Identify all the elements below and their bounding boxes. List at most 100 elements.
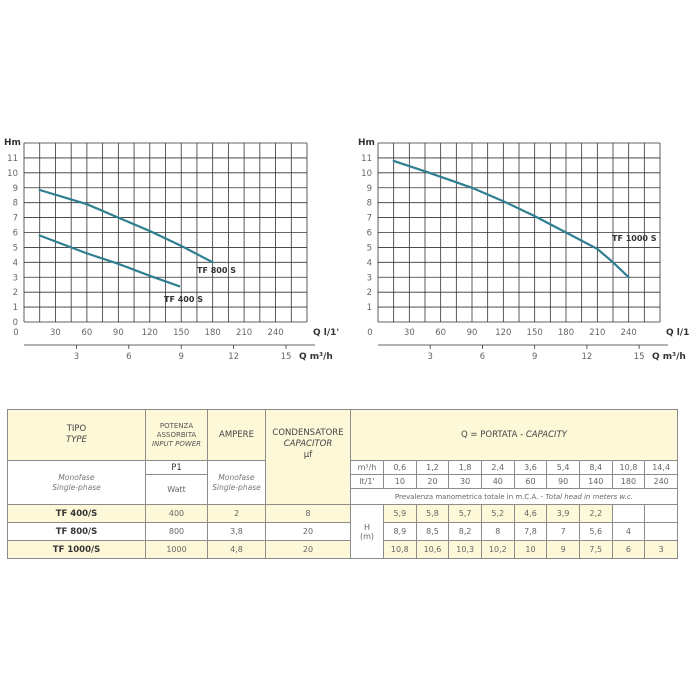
curve-tf-800-s [38, 188, 214, 264]
head-value: 2,2 [578, 504, 613, 523]
head-value: 7,8 [513, 522, 548, 541]
y-tick-label: 9 [367, 184, 372, 194]
x-axis-label: Q l/1' [313, 328, 339, 338]
x-tick-label: 60 [81, 328, 92, 338]
y-tick-label: 2 [13, 288, 18, 298]
lt-value: 40 [480, 474, 515, 489]
head-value [644, 522, 678, 541]
m3h-value: 10,8 [611, 460, 646, 475]
y-tick-label: 3 [13, 273, 18, 283]
table-row: TF 400/S 400 2 8 H (m) 5,9 5,8 5,7 5,2 4,6 3,9 2,2 [7, 504, 678, 559]
head-value: 8 [480, 522, 515, 541]
series-label: TF 1000 S [612, 234, 657, 243]
m3h-value: 0,6 [383, 460, 417, 475]
head-value: 3 [644, 540, 678, 559]
y-tick-label: 5 [13, 243, 18, 253]
x2-tick-label: 3 [428, 352, 433, 362]
h-unit: (m) [359, 531, 375, 541]
head-value: 10,2 [480, 540, 515, 559]
y-tick-label: 1 [13, 303, 18, 313]
y-tick-label: 6 [13, 229, 18, 239]
head-value: 4,6 [513, 504, 548, 523]
total-head-note: Prevalenza manometrica totale in m.C.A. … [350, 488, 678, 505]
y-tick-label: 10 [7, 169, 18, 179]
x-tick-label: 120 [142, 328, 158, 338]
y-tick-label: 4 [367, 258, 372, 268]
watt-value: 400 [145, 504, 208, 523]
x-tick-label: 0 [367, 328, 372, 338]
head-label: H (m) [350, 504, 384, 559]
y-tick-label: 11 [7, 154, 18, 164]
y-tick-label: 7 [367, 214, 372, 224]
x-tick-label: 90 [113, 328, 124, 338]
y-tick-label: 10 [361, 169, 372, 179]
x-tick-label: 180 [205, 328, 221, 338]
lt-value: 240 [644, 474, 678, 489]
lt-value: 180 [611, 474, 646, 489]
lt-value: 20 [415, 474, 450, 489]
x-tick-label: 150 [527, 328, 543, 338]
series-label: TF 400 S [164, 295, 203, 304]
ampere-value: 4,8 [207, 540, 266, 559]
head-value: 5,8 [415, 504, 450, 523]
capacitor-value: 8 [265, 504, 351, 523]
y-axis-label: Hm [358, 138, 375, 148]
watt-value: 1000 [145, 540, 208, 559]
watt-value: 800 [145, 522, 208, 541]
m3h-value: 8,4 [578, 460, 613, 475]
lt-value: 140 [578, 474, 613, 489]
lt-value: 10 [383, 474, 417, 489]
head-value: 10,8 [383, 540, 417, 559]
head-value: 5,2 [480, 504, 515, 523]
head-value: 5,9 [383, 504, 417, 523]
head-value: 3,9 [546, 504, 580, 523]
m3h-value: 1,8 [448, 460, 482, 475]
header-power: POTENZA ASSORBITA INPUT POWER [145, 409, 208, 461]
curve-tf-400-s [38, 234, 181, 288]
lt-value: 30 [448, 474, 482, 489]
head-value: 5,6 [578, 522, 613, 541]
x2-tick-label: 12 [228, 352, 239, 362]
specs-table: TIPO TYPE POTENZA ASSORBITA INPUT POWER AM… [7, 409, 678, 559]
x2-axis-label: Q m³/h [652, 352, 686, 362]
watt-label: Watt [145, 474, 208, 505]
header-ampere: AMPERE [207, 409, 266, 461]
y-tick-label: 4 [13, 258, 18, 268]
x-tick-label: 240 [621, 328, 637, 338]
y-tick-label: 3 [367, 273, 372, 283]
x-tick-label: 120 [495, 328, 511, 338]
x-tick-label: 240 [267, 328, 283, 338]
x2-tick-label: 6 [480, 352, 485, 362]
table-row: TF 800/S 800 3,8 20 8,9 8,5 8,2 8 7,8 7 5,6 4 [7, 522, 678, 541]
x2-tick-label: 15 [634, 352, 645, 362]
x-tick-label: 180 [558, 328, 574, 338]
ampere-value: 3,8 [207, 522, 266, 541]
y-tick-label: 0 [13, 318, 18, 328]
x-tick-label: 30 [50, 328, 61, 338]
head-value: 10,6 [415, 540, 450, 559]
head-value [644, 504, 678, 523]
ampere-value: 2 [207, 504, 266, 523]
head-value: 4 [611, 522, 646, 541]
y-tick-label: 8 [367, 199, 372, 209]
curve-tf-1000-s [392, 159, 630, 279]
x2-tick-label: 3 [74, 352, 79, 362]
y-tick-label: 6 [367, 229, 372, 239]
head-value: 9 [546, 540, 580, 559]
m3h-value: 5,4 [546, 460, 580, 475]
monofase-label: Monofase Single-phase [7, 460, 146, 505]
head-value: 7 [546, 522, 580, 541]
y-tick-label: 11 [361, 154, 372, 164]
head-value: 8,9 [383, 522, 417, 541]
head-value: 7,5 [578, 540, 613, 559]
ampere-monofase: Monofase Single-phase [207, 460, 266, 505]
x-tick-label: 210 [236, 328, 252, 338]
x2-tick-label: 9 [179, 352, 184, 362]
y-tick-label: 1 [367, 303, 372, 313]
capacitor-value: 20 [265, 540, 351, 559]
x-tick-label: 90 [467, 328, 478, 338]
x-tick-label: 0 [13, 328, 18, 338]
h-label: H [363, 522, 370, 532]
